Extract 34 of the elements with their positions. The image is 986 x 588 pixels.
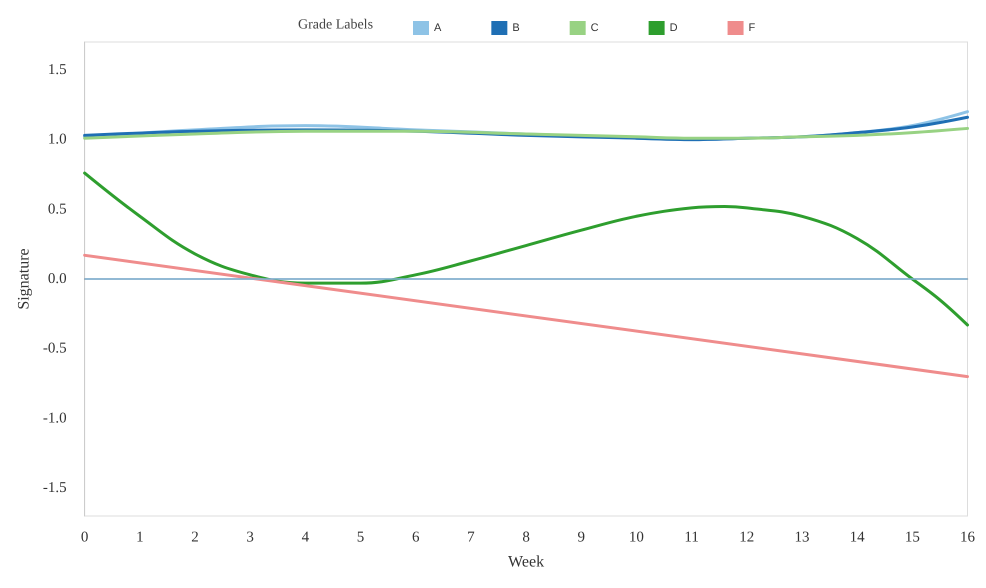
y-tick-label: -1.5 bbox=[42, 480, 67, 496]
y-tick-label: -0.5 bbox=[42, 340, 67, 357]
y-tick-label: 0.5 bbox=[48, 201, 67, 218]
legend-title: Grade Labels bbox=[298, 18, 374, 32]
y-tick-label: 1.5 bbox=[48, 62, 67, 78]
line-series bbox=[83, 126, 969, 140]
x-tick-label: 1 bbox=[136, 530, 144, 546]
x-tick-label: 14 bbox=[850, 530, 866, 546]
y-axis-title: Signature bbox=[16, 248, 32, 310]
x-tick-label: 15 bbox=[904, 530, 920, 546]
y-tick-label: 1.0 bbox=[48, 132, 67, 148]
legend-label: F bbox=[748, 22, 756, 34]
legend-label: D bbox=[670, 22, 678, 34]
x-tick-label: 13 bbox=[794, 530, 810, 546]
x-tick-label: 10 bbox=[628, 530, 644, 546]
line-series bbox=[83, 172, 969, 327]
x-axis-title: Week bbox=[508, 554, 544, 570]
y-tick-label: 0.0 bbox=[48, 271, 67, 287]
y-tick-label: -1.0 bbox=[42, 410, 67, 426]
x-tick-label: 4 bbox=[302, 530, 310, 546]
legend-label: C bbox=[590, 22, 599, 34]
x-tick-label: 0 bbox=[80, 530, 88, 546]
legend-label: A bbox=[434, 22, 442, 34]
x-tick-label: 3 bbox=[246, 530, 254, 546]
x-tick-label: 9 bbox=[578, 530, 585, 546]
x-tick-label: 2 bbox=[191, 530, 199, 546]
x-tick-label: 8 bbox=[522, 530, 530, 546]
x-tick-label: 16 bbox=[960, 530, 976, 546]
x-tick-label: 6 bbox=[412, 530, 420, 546]
x-tick-label: 11 bbox=[684, 530, 699, 546]
x-tick-label: 7 bbox=[467, 530, 476, 546]
legend-label: B bbox=[512, 22, 520, 34]
x-tick-label: 12 bbox=[739, 530, 754, 546]
x-tick-label: 5 bbox=[356, 530, 364, 546]
